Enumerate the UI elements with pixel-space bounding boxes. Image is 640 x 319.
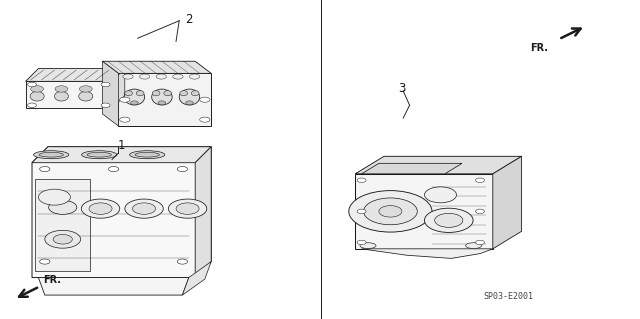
Circle shape [89, 203, 112, 214]
Ellipse shape [39, 152, 63, 157]
Polygon shape [355, 156, 522, 174]
Text: FR.: FR. [44, 275, 61, 285]
Circle shape [357, 209, 366, 214]
Ellipse shape [152, 91, 160, 96]
Polygon shape [195, 147, 211, 278]
Polygon shape [362, 163, 462, 174]
Circle shape [176, 203, 199, 214]
Ellipse shape [129, 151, 165, 159]
Polygon shape [32, 147, 211, 163]
Circle shape [349, 190, 432, 232]
Circle shape [435, 213, 463, 227]
Circle shape [424, 187, 456, 203]
Ellipse shape [136, 91, 144, 96]
Circle shape [40, 259, 50, 264]
Circle shape [38, 189, 70, 205]
Polygon shape [112, 69, 125, 108]
Ellipse shape [34, 151, 69, 159]
Polygon shape [362, 249, 493, 258]
Circle shape [120, 117, 130, 122]
Ellipse shape [125, 91, 132, 96]
Circle shape [101, 103, 110, 108]
Ellipse shape [164, 91, 172, 96]
Polygon shape [493, 156, 522, 249]
Circle shape [177, 167, 188, 172]
Circle shape [108, 167, 119, 172]
Circle shape [49, 200, 77, 214]
Circle shape [173, 74, 183, 79]
Circle shape [28, 103, 36, 108]
Circle shape [120, 97, 130, 102]
Ellipse shape [54, 92, 68, 101]
Circle shape [168, 199, 207, 218]
Circle shape [189, 74, 200, 79]
Polygon shape [355, 174, 493, 249]
Circle shape [131, 101, 138, 105]
Polygon shape [118, 73, 211, 126]
Circle shape [186, 101, 193, 105]
Text: 3: 3 [398, 82, 406, 95]
Polygon shape [26, 81, 112, 108]
Circle shape [158, 101, 166, 105]
Circle shape [45, 230, 81, 248]
Text: FR.: FR. [531, 43, 548, 53]
Circle shape [101, 82, 110, 87]
Circle shape [476, 240, 484, 245]
Polygon shape [102, 61, 211, 73]
Circle shape [476, 178, 484, 182]
Circle shape [40, 167, 50, 172]
Ellipse shape [124, 89, 145, 105]
Ellipse shape [180, 91, 188, 96]
Polygon shape [35, 179, 90, 271]
Ellipse shape [82, 151, 117, 159]
Circle shape [476, 209, 484, 214]
Circle shape [125, 199, 163, 218]
Circle shape [28, 82, 36, 87]
Polygon shape [26, 69, 125, 81]
Circle shape [177, 259, 188, 264]
Circle shape [140, 74, 150, 79]
Ellipse shape [87, 152, 111, 157]
Circle shape [156, 74, 166, 79]
Polygon shape [38, 278, 189, 295]
Circle shape [357, 240, 366, 245]
Polygon shape [32, 147, 211, 278]
Ellipse shape [152, 89, 172, 105]
Circle shape [123, 74, 133, 79]
Circle shape [81, 199, 120, 218]
Text: SP03-E2001: SP03-E2001 [484, 293, 534, 301]
Ellipse shape [135, 152, 159, 157]
Text: 2: 2 [185, 13, 193, 26]
Circle shape [79, 86, 92, 92]
Polygon shape [102, 61, 118, 126]
Circle shape [132, 203, 156, 214]
Circle shape [200, 117, 210, 122]
Ellipse shape [30, 92, 44, 101]
Circle shape [364, 198, 417, 225]
Text: 1: 1 [118, 139, 125, 152]
Polygon shape [182, 262, 211, 295]
Ellipse shape [191, 91, 199, 96]
Circle shape [357, 178, 366, 182]
Circle shape [379, 205, 402, 217]
Ellipse shape [466, 243, 482, 249]
Circle shape [424, 208, 473, 233]
Ellipse shape [179, 89, 200, 105]
Ellipse shape [360, 243, 376, 249]
Circle shape [53, 234, 72, 244]
Circle shape [200, 97, 210, 102]
Circle shape [55, 86, 68, 92]
Circle shape [31, 86, 44, 92]
Ellipse shape [79, 92, 93, 101]
